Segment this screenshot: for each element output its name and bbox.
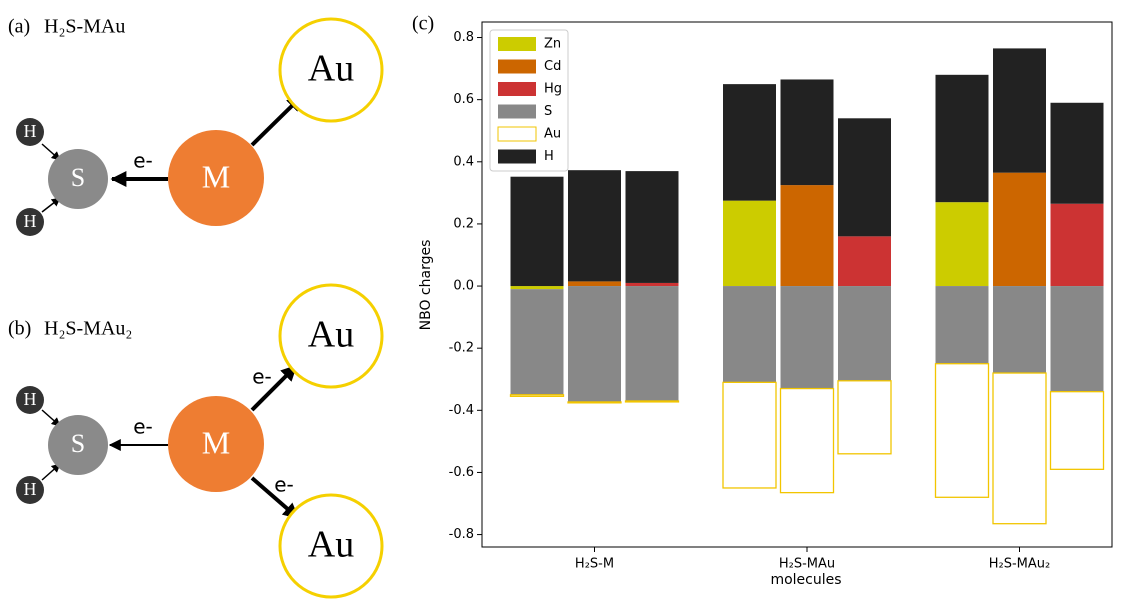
y-tick-label: -0.6 (449, 465, 474, 480)
bar-segment (626, 171, 679, 283)
atom-label: Au (308, 48, 354, 90)
legend-swatch (498, 60, 536, 74)
bar-segment (723, 201, 776, 286)
bar-segment (936, 364, 989, 498)
legend-label: Au (544, 127, 561, 142)
bar-segment (723, 84, 776, 200)
panel-label: (a) (8, 16, 30, 38)
bar-segment (993, 48, 1046, 172)
legend-label: Zn (544, 37, 561, 52)
atom-label: H (24, 211, 37, 231)
bar-segment (626, 286, 679, 401)
bar-segment (1051, 103, 1104, 204)
y-tick-label: 0.2 (453, 216, 474, 231)
bar-segment (838, 118, 891, 236)
legend-swatch (498, 37, 536, 51)
bar-segment (626, 283, 679, 286)
legend-swatch (498, 150, 536, 164)
panel-c: (c) NBO charges molecules -0.8 -0.6 -0.4 -0… (412, 13, 1112, 588)
x-tick-label: H₂S-MAu₂ (989, 557, 1051, 572)
bar-segment (1051, 204, 1104, 286)
y-tick-label: 0.0 (453, 279, 474, 294)
bar-segment (723, 286, 776, 382)
bar-segment (838, 236, 891, 286)
bar-segment (838, 381, 891, 454)
panel-label: (c) (412, 13, 434, 35)
arrow-label: e- (252, 365, 272, 389)
bar-segment (511, 289, 564, 395)
panel-title: H₂S-MAu (44, 16, 125, 38)
arrow-label: e- (133, 149, 153, 173)
bar-segment (511, 286, 564, 289)
panel-a: (a) H₂S-MAu H H S M Au e- (8, 16, 382, 236)
y-tick-label: 0.4 (453, 154, 474, 169)
bar-segment (993, 373, 1046, 524)
legend-label: S (544, 104, 552, 119)
bar-segment (568, 281, 621, 286)
bar-segment (568, 170, 621, 281)
figure: (a) H₂S-MAu H H S M Au e- (b) H₂S-MAu₂ H… (0, 0, 1121, 600)
legend-swatch (498, 105, 536, 119)
bar-segment (511, 395, 564, 397)
y-tick-label: -0.8 (449, 527, 474, 542)
bar-segment (838, 286, 891, 381)
atom-label: M (202, 158, 230, 194)
legend-swatch (498, 82, 536, 96)
legend-swatch (498, 127, 536, 141)
atom-label: Au (308, 314, 354, 356)
bar-segment (781, 286, 834, 389)
bar-segment (568, 402, 621, 403)
atom-label: S (71, 429, 85, 458)
bar-segment (626, 401, 679, 402)
x-tick-label: H₂S-MAu (779, 557, 835, 572)
atom-label: H (24, 479, 37, 499)
y-tick-label: 0.6 (453, 92, 474, 107)
bar-segment (781, 389, 834, 493)
panel-title: H₂S-MAu₂ (44, 318, 132, 340)
bar-segment (781, 79, 834, 185)
atom-label: M (202, 424, 230, 460)
atom-label: S (71, 163, 85, 192)
arrow-label: e- (274, 473, 294, 497)
bar-segment (511, 177, 564, 286)
x-tick-label: H₂S-M (575, 557, 614, 572)
bar-segment (936, 202, 989, 286)
bar-segment (723, 382, 776, 488)
bar-segment (993, 286, 1046, 373)
atom-label: H (24, 389, 37, 409)
arrow-label: e- (133, 415, 153, 439)
legend-label: Hg (544, 82, 562, 97)
bar-segment (936, 286, 989, 364)
bar-segment (993, 173, 1046, 286)
bar-segment (1051, 392, 1104, 470)
y-tick-label: -0.4 (449, 403, 474, 418)
bar-segment (1051, 286, 1104, 392)
bar-segment (568, 286, 621, 402)
panel-label: (b) (8, 318, 31, 340)
atom-label: H (24, 121, 37, 141)
atom-label: Au (308, 524, 354, 566)
legend-label: Cd (544, 59, 561, 74)
y-tick-label: -0.2 (449, 341, 474, 356)
x-axis-label: molecules (770, 572, 841, 588)
legend-label: H (544, 149, 554, 164)
y-tick-label: 0.8 (453, 30, 474, 45)
y-axis-label: NBO charges (418, 240, 434, 331)
panel-b: (b) H₂S-MAu₂ H H S M Au Au e- e- e- (8, 285, 382, 597)
bar-segment (781, 185, 834, 286)
bar-segment (936, 75, 989, 202)
